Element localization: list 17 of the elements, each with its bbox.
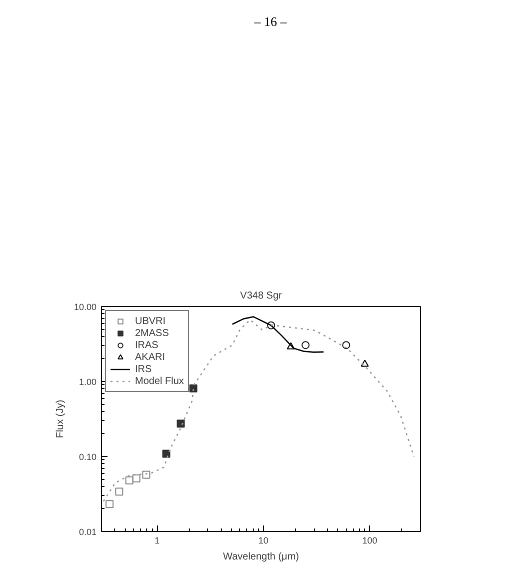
legend-label: UBVRI: [135, 315, 166, 327]
y-tick-label: 1.00: [78, 377, 97, 387]
x-tick-label: 10: [258, 536, 268, 546]
x-tick-label: 1: [154, 536, 160, 546]
legend-label: Model Flux: [135, 375, 184, 387]
legend-label: 2MASS: [135, 327, 169, 339]
legend-label: IRS: [135, 363, 153, 375]
text: – 16 –: [253, 13, 288, 31]
x-axis-title: Wavelength (μm): [223, 552, 299, 562]
y-tick-label: 0.01: [78, 527, 97, 537]
y-tick-label: 0.10: [78, 452, 97, 462]
y-tick-label: 10.00: [74, 302, 97, 312]
legend-label: AKARI: [135, 351, 166, 363]
chart-title: V348 Sgr: [240, 290, 283, 302]
legend-label: IRAS: [135, 339, 158, 351]
x-tick-label: 100: [362, 536, 378, 546]
y-axis-title: Flux (Jy): [54, 400, 66, 438]
